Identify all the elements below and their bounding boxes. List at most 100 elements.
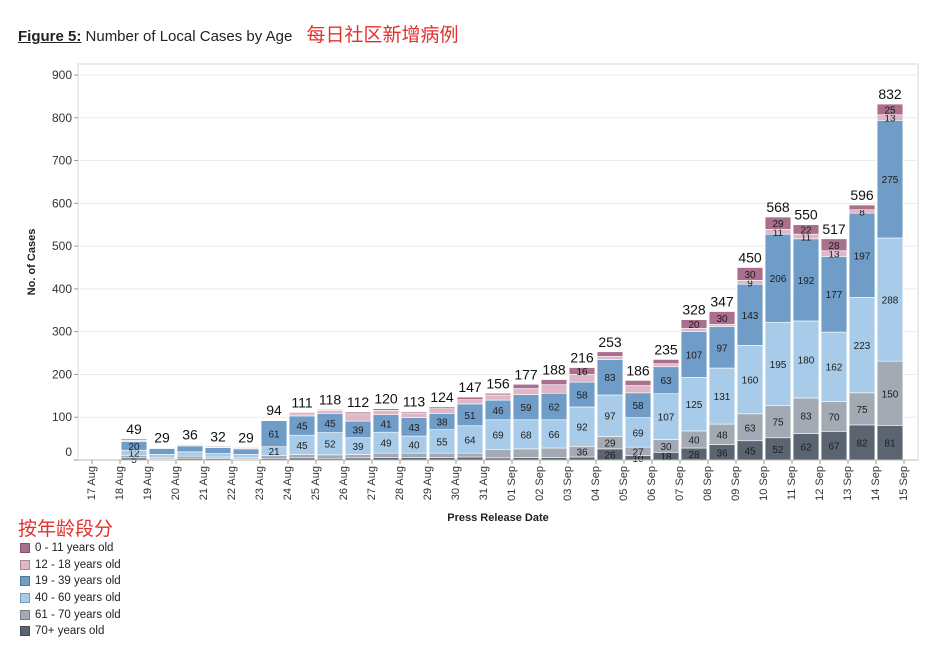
bar-segment bbox=[512, 419, 540, 450]
segment-label: 39 bbox=[352, 442, 364, 453]
bar-segment bbox=[792, 238, 820, 322]
bar-segment bbox=[204, 446, 232, 448]
segment-label: 107 bbox=[658, 413, 675, 424]
segment-label: 67 bbox=[828, 442, 840, 453]
segment-label: 195 bbox=[770, 360, 787, 371]
segment-label: 11 bbox=[801, 232, 812, 243]
bar-segment bbox=[260, 420, 288, 448]
segment-label: 29 bbox=[772, 219, 784, 230]
segment-label: 192 bbox=[798, 276, 815, 287]
bar-segment bbox=[372, 410, 400, 415]
total-label: 32 bbox=[210, 428, 226, 444]
segment-label: 43 bbox=[408, 423, 420, 434]
segment-label: 75 bbox=[856, 405, 868, 416]
segment-label: 92 bbox=[576, 423, 588, 434]
segment-label: 58 bbox=[576, 391, 588, 402]
x-tick-label: 31 Aug bbox=[478, 466, 490, 500]
segment-label: 97 bbox=[604, 412, 616, 423]
segment-label: 27 bbox=[632, 447, 644, 458]
segment-label: 63 bbox=[660, 376, 672, 387]
bar-segment bbox=[876, 120, 904, 239]
segment-label: 26 bbox=[604, 450, 616, 461]
segment-label: 197 bbox=[854, 251, 871, 262]
segment-label: 40 bbox=[688, 435, 700, 446]
bar-segment bbox=[204, 453, 232, 458]
segment-label: 61 bbox=[268, 430, 280, 441]
total-label: 253 bbox=[598, 334, 622, 350]
segment-label: 45 bbox=[324, 419, 336, 430]
legend-swatch bbox=[20, 626, 30, 637]
figure-title-text: Number of Local Cases by Age bbox=[85, 28, 293, 45]
total-label: 450 bbox=[738, 250, 762, 266]
bar-segment bbox=[736, 413, 764, 442]
bar-segment bbox=[652, 366, 680, 394]
bar-segment bbox=[400, 412, 428, 418]
segment-label: 70 bbox=[828, 412, 840, 423]
bar-segment bbox=[484, 394, 512, 401]
segment-label: 69 bbox=[492, 431, 504, 442]
segment-label: 36 bbox=[716, 448, 728, 459]
total-label: 186 bbox=[626, 362, 650, 378]
x-tick-label: 04 Sep bbox=[590, 466, 602, 501]
bar-segment bbox=[400, 452, 428, 458]
segment-label: 38 bbox=[436, 418, 448, 429]
x-tick-label: 25 Aug bbox=[310, 466, 322, 500]
segment-label: 223 bbox=[854, 341, 871, 352]
legend: 0 - 11 years old 12 - 18 years old 19 - 39… bbox=[20, 540, 121, 640]
legend-label: 12 - 18 years old bbox=[35, 558, 121, 571]
total-label: 517 bbox=[822, 221, 846, 237]
bar-segment bbox=[792, 320, 820, 399]
x-tick-label: 03 Sep bbox=[562, 466, 574, 501]
segment-label: 45 bbox=[296, 422, 308, 433]
segment-label: 20 bbox=[128, 442, 140, 453]
bar-segment bbox=[820, 331, 848, 402]
total-label: 177 bbox=[514, 366, 538, 382]
segment-label: 29 bbox=[604, 439, 616, 450]
legend-label: 40 - 60 years old bbox=[35, 592, 121, 605]
bar-segment bbox=[876, 425, 904, 461]
bar-segment bbox=[232, 448, 260, 455]
segment-label: 13 bbox=[828, 250, 840, 261]
total-label: 235 bbox=[654, 341, 678, 357]
bar-segment bbox=[428, 408, 456, 414]
x-tick-label: 15 Sep bbox=[898, 466, 910, 501]
bar-segment bbox=[540, 384, 568, 394]
bar-segment bbox=[624, 417, 652, 448]
x-tick-label: 02 Sep bbox=[534, 466, 546, 501]
segment-label: 62 bbox=[548, 403, 560, 414]
bar-segment bbox=[764, 233, 792, 323]
segment-label: 69 bbox=[632, 428, 644, 439]
bar-segment bbox=[708, 326, 736, 369]
x-tick-label: 06 Sep bbox=[646, 466, 658, 501]
segment-label: 64 bbox=[464, 435, 476, 446]
bar-segment bbox=[540, 392, 568, 421]
bar-segment bbox=[456, 452, 484, 458]
legend-label: 19 - 39 years old bbox=[35, 575, 121, 588]
total-label: 596 bbox=[850, 187, 874, 203]
bar-segment bbox=[680, 377, 708, 432]
x-tick-label: 10 Sep bbox=[758, 466, 770, 501]
bar-segment bbox=[736, 267, 764, 281]
total-label: 568 bbox=[766, 199, 790, 215]
bar-segment bbox=[456, 396, 484, 400]
segment-label: 107 bbox=[686, 351, 703, 362]
bar-segment bbox=[372, 408, 400, 411]
bar-segment bbox=[204, 447, 232, 454]
bar-segment bbox=[232, 447, 260, 449]
legend-swatch bbox=[20, 593, 30, 604]
bar-segment bbox=[148, 454, 176, 459]
x-tick-label: 28 Aug bbox=[394, 466, 406, 500]
bar-segment bbox=[848, 204, 876, 211]
segment-label: 30 bbox=[744, 270, 756, 281]
segment-label: 150 bbox=[882, 389, 899, 400]
total-label: 156 bbox=[486, 375, 510, 391]
x-tick-label: 13 Sep bbox=[842, 466, 854, 501]
total-label: 94 bbox=[266, 402, 282, 418]
bar-segment bbox=[148, 448, 176, 455]
y-tick-label: 200 bbox=[52, 367, 72, 381]
legend-item: 12 - 18 years old bbox=[20, 557, 121, 574]
y-tick-label: 400 bbox=[52, 282, 72, 296]
bar-segment bbox=[288, 413, 316, 417]
segment-label: 20 bbox=[688, 320, 700, 331]
segment-label: 55 bbox=[436, 437, 448, 448]
